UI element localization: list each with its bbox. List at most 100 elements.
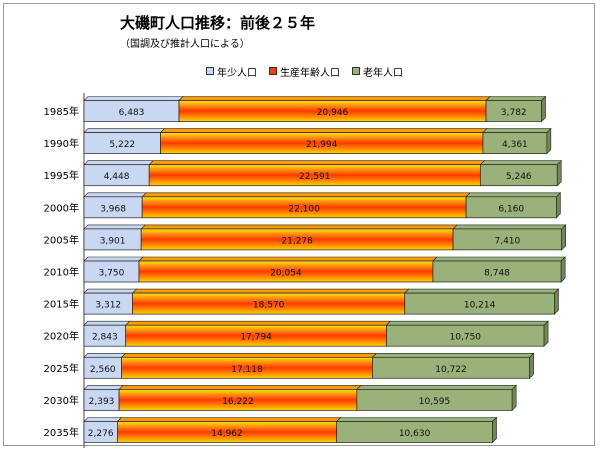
data-label-working: 20,946 [317, 108, 349, 118]
data-label-young: 2,276 [88, 429, 114, 439]
category-label: 2005年 [44, 233, 79, 246]
bar-top-elderly [452, 224, 567, 230]
data-label-elderly: 8,748 [484, 269, 510, 279]
bar-top-working [141, 192, 471, 198]
bar-top-elderly [479, 160, 562, 165]
category-label: 2020年 [44, 330, 79, 343]
legend-item-working: 生産年齢人口 [269, 64, 340, 79]
bar-side-elderly [556, 192, 561, 219]
data-label-working: 20,054 [270, 269, 302, 279]
data-label-working: 16,222 [222, 397, 254, 407]
legend-label-elderly: 老年人口 [363, 67, 403, 79]
data-label-young: 5,222 [109, 140, 135, 150]
category-label: 1995年 [44, 169, 79, 182]
bar-top-working [148, 160, 486, 165]
category-label: 2035年 [44, 426, 79, 439]
bar-top-elderly [371, 352, 535, 358]
data-label-elderly: 10,722 [435, 365, 467, 375]
bar-side-elderly [556, 159, 562, 187]
data-label-young: 4,448 [104, 172, 130, 182]
bar-top-elderly [485, 96, 547, 101]
legend-swatch-elderly [352, 67, 360, 75]
category-label: 2010年 [44, 266, 79, 279]
bar-top-working [116, 417, 342, 422]
data-label-elderly: 10,750 [450, 333, 482, 343]
data-label-working: 22,591 [299, 172, 331, 182]
category-label: 2015年 [44, 298, 79, 311]
data-label-young: 6,483 [119, 108, 145, 118]
data-label-elderly: 3,782 [501, 108, 527, 118]
bar-top-young [83, 288, 138, 294]
data-label-young: 3,901 [100, 236, 126, 246]
data-label-working: 18,570 [253, 301, 285, 311]
bar-top-elderly [465, 192, 562, 198]
data-label-working: 21,278 [281, 236, 313, 246]
legend-swatch-young [206, 67, 214, 75]
data-label-elderly: 10,214 [464, 301, 496, 311]
bar-side-elderly [560, 256, 566, 283]
bar-top-elderly [385, 320, 549, 326]
bar-top-elderly [482, 128, 552, 133]
legend-swatch-working [269, 67, 277, 75]
bar-side-elderly [561, 224, 566, 251]
bar-top-elderly [335, 417, 498, 422]
bar-side-elderly [543, 320, 549, 347]
bar-side-elderly [492, 416, 497, 444]
legend-label-young: 年少人口 [217, 67, 257, 79]
bar-top-working [138, 256, 438, 262]
data-label-young: 3,750 [99, 269, 125, 279]
legend-item-young: 年少人口 [206, 64, 257, 79]
bar-side-elderly [554, 288, 559, 315]
category-label: 1985年 [44, 105, 79, 118]
data-label-elderly: 7,410 [494, 236, 520, 246]
data-label-elderly: 10,630 [399, 429, 431, 439]
bar-top-young [83, 192, 147, 198]
category-label: 1990年 [44, 137, 79, 150]
bar-top-elderly [404, 288, 560, 294]
bar-top-working [120, 352, 378, 358]
data-label-young: 2,560 [90, 365, 116, 375]
bar-top-working [140, 224, 458, 230]
category-label: 2000年 [44, 201, 79, 214]
bar-top-young [83, 352, 127, 358]
bar-side-elderly [511, 384, 517, 412]
bar-top-young [83, 320, 131, 326]
bar-top-young [83, 160, 154, 165]
bar-side-elderly [546, 127, 552, 155]
bar-top-elderly [432, 256, 566, 262]
bar-side-elderly [529, 352, 534, 380]
chart-subtitle: （国調及び推計人口による） [120, 39, 250, 50]
bar-top-elderly [356, 385, 517, 390]
data-label-young: 3,312 [95, 301, 121, 311]
bar-top-working [178, 96, 491, 101]
chart-title: 大磯町人口推移：前後２５年 [120, 14, 316, 32]
bar-top-young [83, 224, 146, 230]
bar-top-working [124, 320, 392, 326]
legend: 年少人口 生産年齢人口 老年人口 [206, 64, 415, 79]
bar-top-working [118, 385, 362, 390]
data-label-elderly: 10,595 [419, 397, 451, 407]
data-label-young: 2,843 [92, 333, 118, 343]
data-label-elderly: 4,361 [502, 140, 528, 150]
data-label-elderly: 5,246 [506, 172, 532, 182]
data-label-elderly: 6,160 [498, 204, 524, 214]
data-label-working: 22,100 [288, 204, 320, 214]
legend-label-working: 生産年齢人口 [280, 67, 340, 79]
bar-top-young [83, 96, 184, 101]
bar-top-young [83, 256, 144, 262]
bar-top-working [159, 128, 488, 133]
data-label-young: 3,968 [100, 204, 126, 214]
category-label: 2025年 [44, 362, 79, 375]
bar-top-young [83, 128, 166, 133]
bar-top-young [83, 385, 124, 390]
bar-top-working [131, 288, 410, 294]
legend-item-elderly: 老年人口 [352, 64, 403, 79]
bar-top-young [83, 417, 123, 422]
category-label: 2030年 [44, 394, 79, 407]
data-label-young: 2,393 [89, 397, 115, 407]
data-label-working: 17,794 [240, 333, 272, 343]
data-label-working: 14,962 [211, 429, 243, 439]
bar-side-elderly [541, 95, 546, 123]
data-label-working: 21,994 [306, 140, 338, 150]
